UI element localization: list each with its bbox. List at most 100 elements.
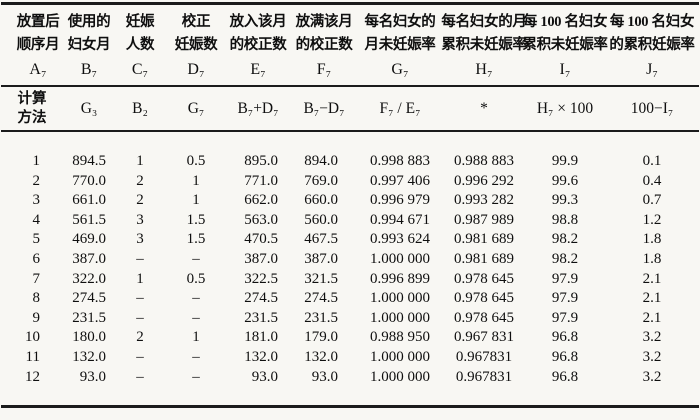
table-cell: 1	[136, 153, 144, 169]
table-cell: 231.5	[244, 309, 278, 326]
header-cell: 每 100 名妇女 的累积妊娠率 J₇	[604, 5, 700, 85]
table-cell: 231.5	[72, 309, 106, 326]
table-cell: 7	[32, 270, 41, 287]
table-cell: 12	[25, 368, 40, 385]
table-rule-below-calc	[1, 130, 699, 132]
header-title-line: 校正	[181, 14, 211, 30]
table-cell: 99.3	[551, 192, 579, 209]
table-cell: 1	[32, 153, 41, 169]
table-cell: 387.0	[72, 250, 106, 267]
table-rule-below-header	[1, 85, 699, 87]
table-cell: 1.000 000	[370, 290, 430, 307]
table-cell: –	[136, 309, 144, 326]
table-cell: 661.0	[72, 192, 106, 209]
table-cell: –	[192, 250, 200, 267]
calc-formula-cell: B₇−D₇	[303, 99, 345, 117]
table-cell: 5	[32, 231, 41, 248]
header-cell: 妊娠 人数 C₇	[114, 5, 166, 85]
table-cell: 0.978 645	[454, 270, 514, 287]
table-cell: 1.000 000	[370, 368, 430, 385]
table-row: 11 132.0 – – 132.0 132.0 1.000 000 0.967831 96.8…	[0, 348, 700, 368]
table-cell: 387.0	[304, 250, 338, 267]
table-cell: 0.996 979	[370, 192, 430, 209]
table-row: 3 661.0 2 1 662.0 660.0 0.996 979 0.993 282 99.3…	[0, 191, 700, 211]
header-cell: 放置后 顺序月 A₇	[0, 5, 64, 85]
table-cell: 662.0	[244, 192, 278, 209]
table-cell: 0.981 689	[454, 231, 514, 248]
table-cell: –	[192, 309, 200, 326]
table-cell: 0.978 645	[454, 290, 514, 307]
table-cell: 97.9	[551, 270, 579, 287]
table-cell: 2	[136, 192, 144, 209]
table-row: 7 322.0 1 0.5 322.5 321.5 0.996 899 0.978 645 97…	[0, 270, 700, 290]
table-cell: 387.0	[244, 250, 278, 267]
header-title-line: 的校正数	[229, 37, 287, 53]
table-cell: 0.967831	[455, 348, 513, 365]
calc-formula-cell: 100−I₇	[630, 99, 674, 117]
table-cell: –	[136, 290, 144, 307]
column-symbol: F₇	[316, 61, 332, 78]
column-symbol: D₇	[187, 61, 205, 78]
table-cell: 93.0	[251, 368, 278, 385]
table-cell: 0.997 406	[370, 172, 430, 189]
table-cell: 322.5	[244, 270, 278, 287]
calc-method-label-line: 方法	[17, 109, 47, 126]
table-cell: 96.8	[551, 329, 579, 346]
table-cell: 98.2	[551, 250, 579, 267]
table-cell: 2	[136, 172, 144, 189]
table-cell: 1.000 000	[370, 309, 430, 326]
table-cell: 1.5	[186, 231, 206, 248]
header-cell: 放入该月 的校正数 E₇	[226, 5, 290, 85]
table-cell: 2.1	[642, 309, 662, 326]
header-title-line: 妇女月	[67, 37, 111, 53]
table-row: 6 387.0 – – 387.0 387.0 1.000 000 0.981 689 98.2…	[0, 250, 700, 270]
header-title-line: 累积未妊娠率	[441, 37, 527, 53]
column-symbol: A₇	[29, 61, 47, 78]
table-cell: –	[136, 250, 144, 267]
table-cell: 1	[192, 192, 200, 209]
table-cell: 96.8	[551, 348, 579, 365]
calc-formula-cell: F₇ / E₇	[379, 99, 421, 117]
table-cell: 2	[32, 172, 41, 189]
table-cell: 2.1	[642, 290, 662, 307]
column-symbol: B₇	[80, 61, 98, 78]
table-row: 12 93.0 – – 93.0 93.0 1.000 000 0.967831 96.8 3.2	[0, 368, 700, 388]
header-title-line: 每 100 名妇女	[609, 14, 695, 30]
header-title-line: 放置后	[16, 14, 60, 30]
table-cell: 0.1	[642, 153, 662, 169]
column-symbol: I₇	[559, 61, 571, 78]
table-cell: 99.6	[551, 172, 579, 189]
table-cell: 1	[136, 270, 144, 287]
table-cell: 274.5	[304, 290, 338, 307]
table-row: 2 770.0 2 1 771.0 769.0 0.997 406 0.996 292 99.6…	[0, 172, 700, 192]
table-cell: 97.9	[551, 290, 579, 307]
table-cell: 99.9	[551, 153, 579, 169]
table-cell: 9	[32, 309, 41, 326]
header-title-line: 放满该月	[295, 14, 353, 30]
table-row: 1 894.5 1 0.5 895.0 894.0 0.998 883 0.988 883 99…	[0, 152, 700, 172]
header-title-line: 妊娠数	[174, 37, 218, 53]
table-cell: 179.0	[304, 329, 338, 346]
table-cell: 0.994 671	[370, 211, 430, 228]
table-rule-top	[1, 2, 699, 5]
table-cell: 660.0	[304, 192, 338, 209]
table-cell: 0.967831	[455, 368, 513, 385]
table-cell: 132.0	[72, 348, 106, 365]
table-body: 1 894.5 1 0.5 895.0 894.0 0.998 883 0.988 883 99…	[0, 132, 700, 387]
table-cell: 1.000 000	[370, 348, 430, 365]
table-row: 4 561.5 3 1.5 563.0 560.0 0.994 671 0.987 989 98…	[0, 211, 700, 231]
calc-formula-cell: G₃	[80, 99, 98, 117]
table-cell: 3.2	[642, 329, 662, 346]
table-cell: 181.0	[244, 329, 278, 346]
table-cell: 3.2	[642, 348, 662, 365]
table-cell: 0.978 645	[454, 309, 514, 326]
table-rule-bottom	[1, 405, 699, 409]
header-title-line: 每 100 名妇女	[522, 14, 608, 30]
table-row: 10 180.0 2 1 181.0 179.0 0.988 950 0.967 831 96.…	[0, 328, 700, 348]
table-cell: 3	[136, 211, 144, 228]
table-cell: 1	[192, 172, 200, 189]
table-cell: 469.0	[72, 231, 106, 248]
header-cell: 每 100 名妇女 累积未妊娠率 I₇	[522, 5, 608, 85]
table-cell: 3.2	[642, 368, 662, 385]
